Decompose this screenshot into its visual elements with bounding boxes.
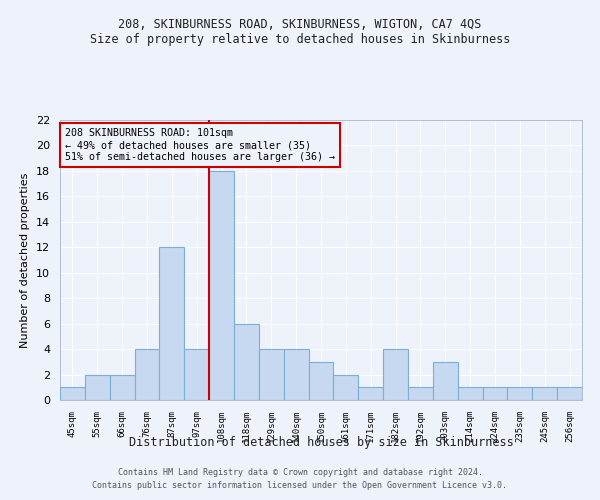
Bar [308, 362, 334, 400]
Bar [160, 248, 184, 400]
Bar [60, 388, 85, 400]
Bar [110, 374, 134, 400]
Bar [408, 388, 433, 400]
Bar [259, 349, 284, 400]
Bar [532, 388, 557, 400]
Y-axis label: Number of detached properties: Number of detached properties [20, 172, 31, 348]
Bar [284, 349, 308, 400]
Text: 208 SKINBURNESS ROAD: 101sqm
← 49% of detached houses are smaller (35)
51% of se: 208 SKINBURNESS ROAD: 101sqm ← 49% of de… [65, 128, 335, 162]
Bar [482, 388, 508, 400]
Text: Contains HM Land Registry data © Crown copyright and database right 2024.: Contains HM Land Registry data © Crown c… [118, 468, 482, 477]
Bar [508, 388, 532, 400]
Bar [383, 349, 408, 400]
Bar [358, 388, 383, 400]
Text: 208, SKINBURNESS ROAD, SKINBURNESS, WIGTON, CA7 4QS: 208, SKINBURNESS ROAD, SKINBURNESS, WIGT… [118, 18, 482, 30]
Text: Contains public sector information licensed under the Open Government Licence v3: Contains public sector information licen… [92, 482, 508, 490]
Text: Distribution of detached houses by size in Skinburness: Distribution of detached houses by size … [128, 436, 514, 449]
Bar [85, 374, 110, 400]
Bar [134, 349, 160, 400]
Bar [557, 388, 582, 400]
Bar [433, 362, 458, 400]
Bar [234, 324, 259, 400]
Bar [458, 388, 482, 400]
Bar [209, 171, 234, 400]
Bar [184, 349, 209, 400]
Text: Size of property relative to detached houses in Skinburness: Size of property relative to detached ho… [90, 32, 510, 46]
Bar [334, 374, 358, 400]
